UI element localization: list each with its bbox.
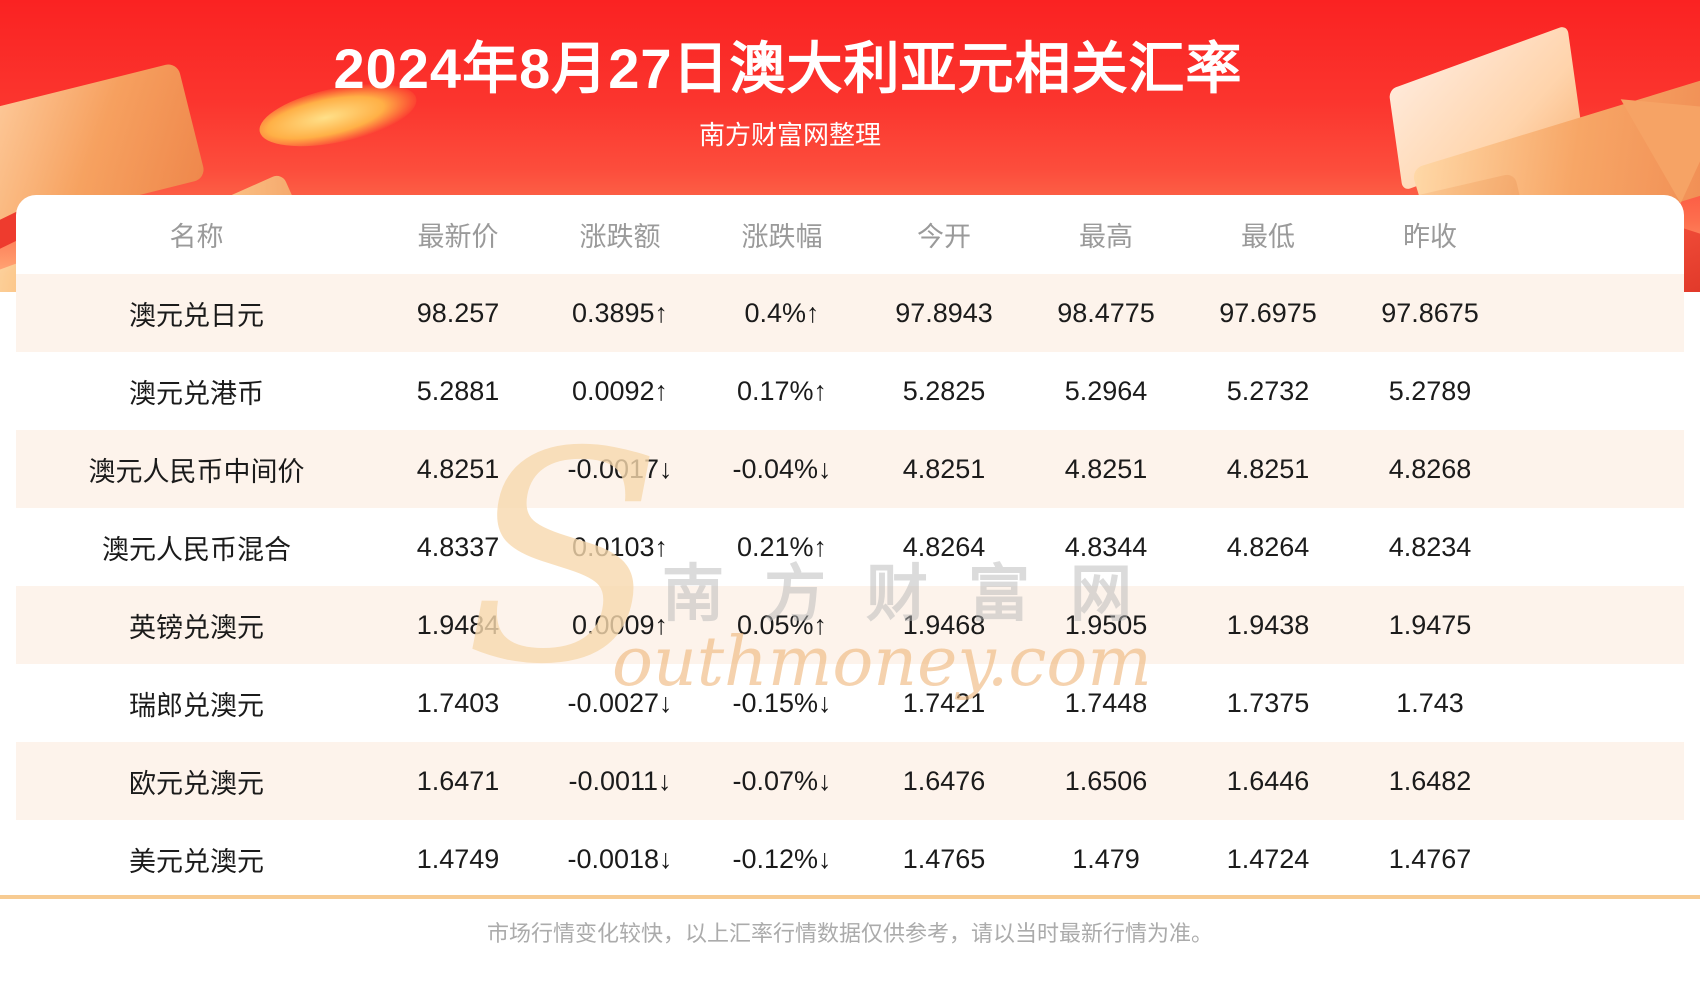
footer-divider [0, 895, 1700, 899]
spacer-cell [1511, 742, 1684, 820]
low-price: 5.2732 [1226, 375, 1310, 406]
change-percent: 0.17%↑ [736, 375, 828, 406]
prev-close: 1.743 [1396, 687, 1464, 718]
page-title: 2024年8月27日澳大利亚元相关汇率 [333, 37, 1243, 100]
last-price: 1.9484 [416, 609, 500, 640]
footer-note: 市场行情变化较快，以上汇率行情数据仅供参考，请以当时最新行情为准。 [486, 921, 1213, 946]
change-amount: -0.0011↓ [568, 765, 672, 796]
pair-name: 美元兑澳元 [129, 846, 264, 877]
last-price: 4.8251 [416, 453, 500, 484]
prev-close: 1.6482 [1388, 765, 1472, 796]
open-price: 5.2825 [902, 375, 986, 406]
spacer-cell [1511, 508, 1684, 586]
change-amount: 0.0092↑ [571, 375, 669, 406]
change-percent: 0.4%↑ [744, 297, 820, 328]
column-header: 涨跌额 [579, 222, 661, 252]
change-percent: 0.05%↑ [736, 609, 828, 640]
prev-close: 1.4767 [1388, 843, 1472, 874]
prev-close: 1.9475 [1388, 609, 1472, 640]
table-row: 澳元人民币混合 4.8337 0.0103↑ 0.21%↑ 4.8264 4.8344 4.… [16, 508, 1684, 586]
table-row: 欧元兑澳元 1.6471 -0.0011↓ -0.07%↓ 1.6476 1.6506 1.… [16, 742, 1684, 820]
change-amount: 0.3895↑ [571, 297, 669, 328]
pair-name: 瑞郎兑澳元 [129, 690, 264, 721]
pair-name: 澳元兑日元 [129, 300, 264, 331]
spacer-cell [1511, 664, 1684, 742]
high-price: 1.479 [1072, 843, 1140, 874]
high-price: 1.7448 [1064, 687, 1148, 718]
last-price: 1.7403 [416, 687, 500, 718]
prev-close: 4.8268 [1388, 453, 1472, 484]
open-price: 1.4765 [902, 843, 986, 874]
open-price: 1.7421 [902, 687, 986, 718]
low-price: 4.8251 [1226, 453, 1310, 484]
rates-card: 名称 最新价 涨跌额 涨跌幅 今开 最高 最低 昨收 澳元兑日元 98.257 0.3895↑ 0.… [16, 195, 1684, 898]
table-row: 美元兑澳元 1.4749 -0.0018↓ -0.12%↓ 1.4765 1.479 1.4… [16, 820, 1684, 898]
pair-name: 欧元兑澳元 [129, 768, 264, 799]
table-row: 澳元兑港币 5.2881 0.0092↑ 0.17%↑ 5.2825 5.2964 5.27… [16, 352, 1684, 430]
spacer-cell [1511, 586, 1684, 664]
spacer-cell [1511, 820, 1684, 898]
column-header: 最新价 [417, 222, 499, 252]
table-row: 澳元兑日元 98.257 0.3895↑ 0.4%↑ 97.8943 98.4775 97.… [16, 274, 1684, 352]
prev-close: 5.2789 [1388, 375, 1472, 406]
low-price: 1.6446 [1226, 765, 1310, 796]
change-percent: -0.15%↓ [732, 687, 832, 718]
prev-close: 97.8675 [1381, 297, 1479, 328]
change-percent: -0.04%↓ [732, 453, 832, 484]
open-price: 97.8943 [895, 297, 993, 328]
change-amount: -0.0017↓ [567, 453, 673, 484]
pair-name: 澳元人民币中间价 [88, 456, 305, 487]
low-price: 1.4724 [1226, 843, 1310, 874]
last-price: 1.4749 [416, 843, 500, 874]
spacer-cell [1511, 274, 1684, 352]
column-header: 涨跌幅 [741, 222, 823, 252]
low-price: 1.7375 [1226, 687, 1310, 718]
last-price: 5.2881 [416, 375, 500, 406]
high-price: 4.8251 [1064, 453, 1148, 484]
last-price: 1.6471 [416, 765, 500, 796]
low-price: 97.6975 [1219, 297, 1317, 328]
change-amount: 0.0103↑ [571, 531, 669, 562]
open-price: 4.8264 [902, 531, 986, 562]
change-amount: 0.0009↑ [571, 609, 669, 640]
page-subtitle: 南方财富网整理 [698, 120, 881, 150]
spacer-cell [1511, 352, 1684, 430]
column-header: 最低 [1241, 222, 1295, 252]
column-header: 昨收 [1403, 222, 1457, 252]
column-header: 名称 [169, 222, 224, 252]
high-price: 1.6506 [1064, 765, 1148, 796]
rates-table-body: 澳元兑日元 98.257 0.3895↑ 0.4%↑ 97.8943 98.4775 97.… [16, 274, 1684, 898]
open-price: 1.9468 [902, 609, 986, 640]
change-amount: -0.0018↓ [567, 843, 673, 874]
table-row: 瑞郎兑澳元 1.7403 -0.0027↓ -0.15%↓ 1.7421 1.7448 1.… [16, 664, 1684, 742]
change-amount: -0.0027↓ [567, 687, 673, 718]
change-percent: -0.07%↓ [732, 765, 832, 796]
open-price: 4.8251 [902, 453, 986, 484]
open-price: 1.6476 [902, 765, 986, 796]
high-price: 1.9505 [1064, 609, 1148, 640]
column-header: 今开 [917, 222, 971, 252]
high-price: 4.8344 [1064, 531, 1148, 562]
spacer-cell [1511, 430, 1684, 508]
spacer-cell [1511, 195, 1684, 274]
pair-name: 澳元人民币混合 [102, 534, 291, 565]
low-price: 1.9438 [1226, 609, 1310, 640]
prev-close: 4.8234 [1388, 531, 1472, 562]
pair-name: 英镑兑澳元 [129, 612, 264, 643]
change-percent: -0.12%↓ [732, 843, 832, 874]
column-header: 最高 [1079, 222, 1133, 252]
table-header-row: 名称 最新价 涨跌额 涨跌幅 今开 最高 最低 昨收 [16, 195, 1684, 274]
pair-name: 澳元兑港币 [129, 378, 264, 409]
last-price: 98.257 [416, 297, 500, 328]
high-price: 98.4775 [1057, 297, 1155, 328]
change-percent: 0.21%↑ [736, 531, 828, 562]
table-row: 英镑兑澳元 1.9484 0.0009↑ 0.05%↑ 1.9468 1.9505 1.94… [16, 586, 1684, 664]
last-price: 4.8337 [416, 531, 500, 562]
rates-table: 名称 最新价 涨跌额 涨跌幅 今开 最高 最低 昨收 澳元兑日元 98.257 0.3895↑ 0.… [16, 195, 1684, 898]
high-price: 5.2964 [1064, 375, 1148, 406]
table-row: 澳元人民币中间价 4.8251 -0.0017↓ -0.04%↓ 4.8251 4.825… [16, 430, 1684, 508]
low-price: 4.8264 [1226, 531, 1310, 562]
